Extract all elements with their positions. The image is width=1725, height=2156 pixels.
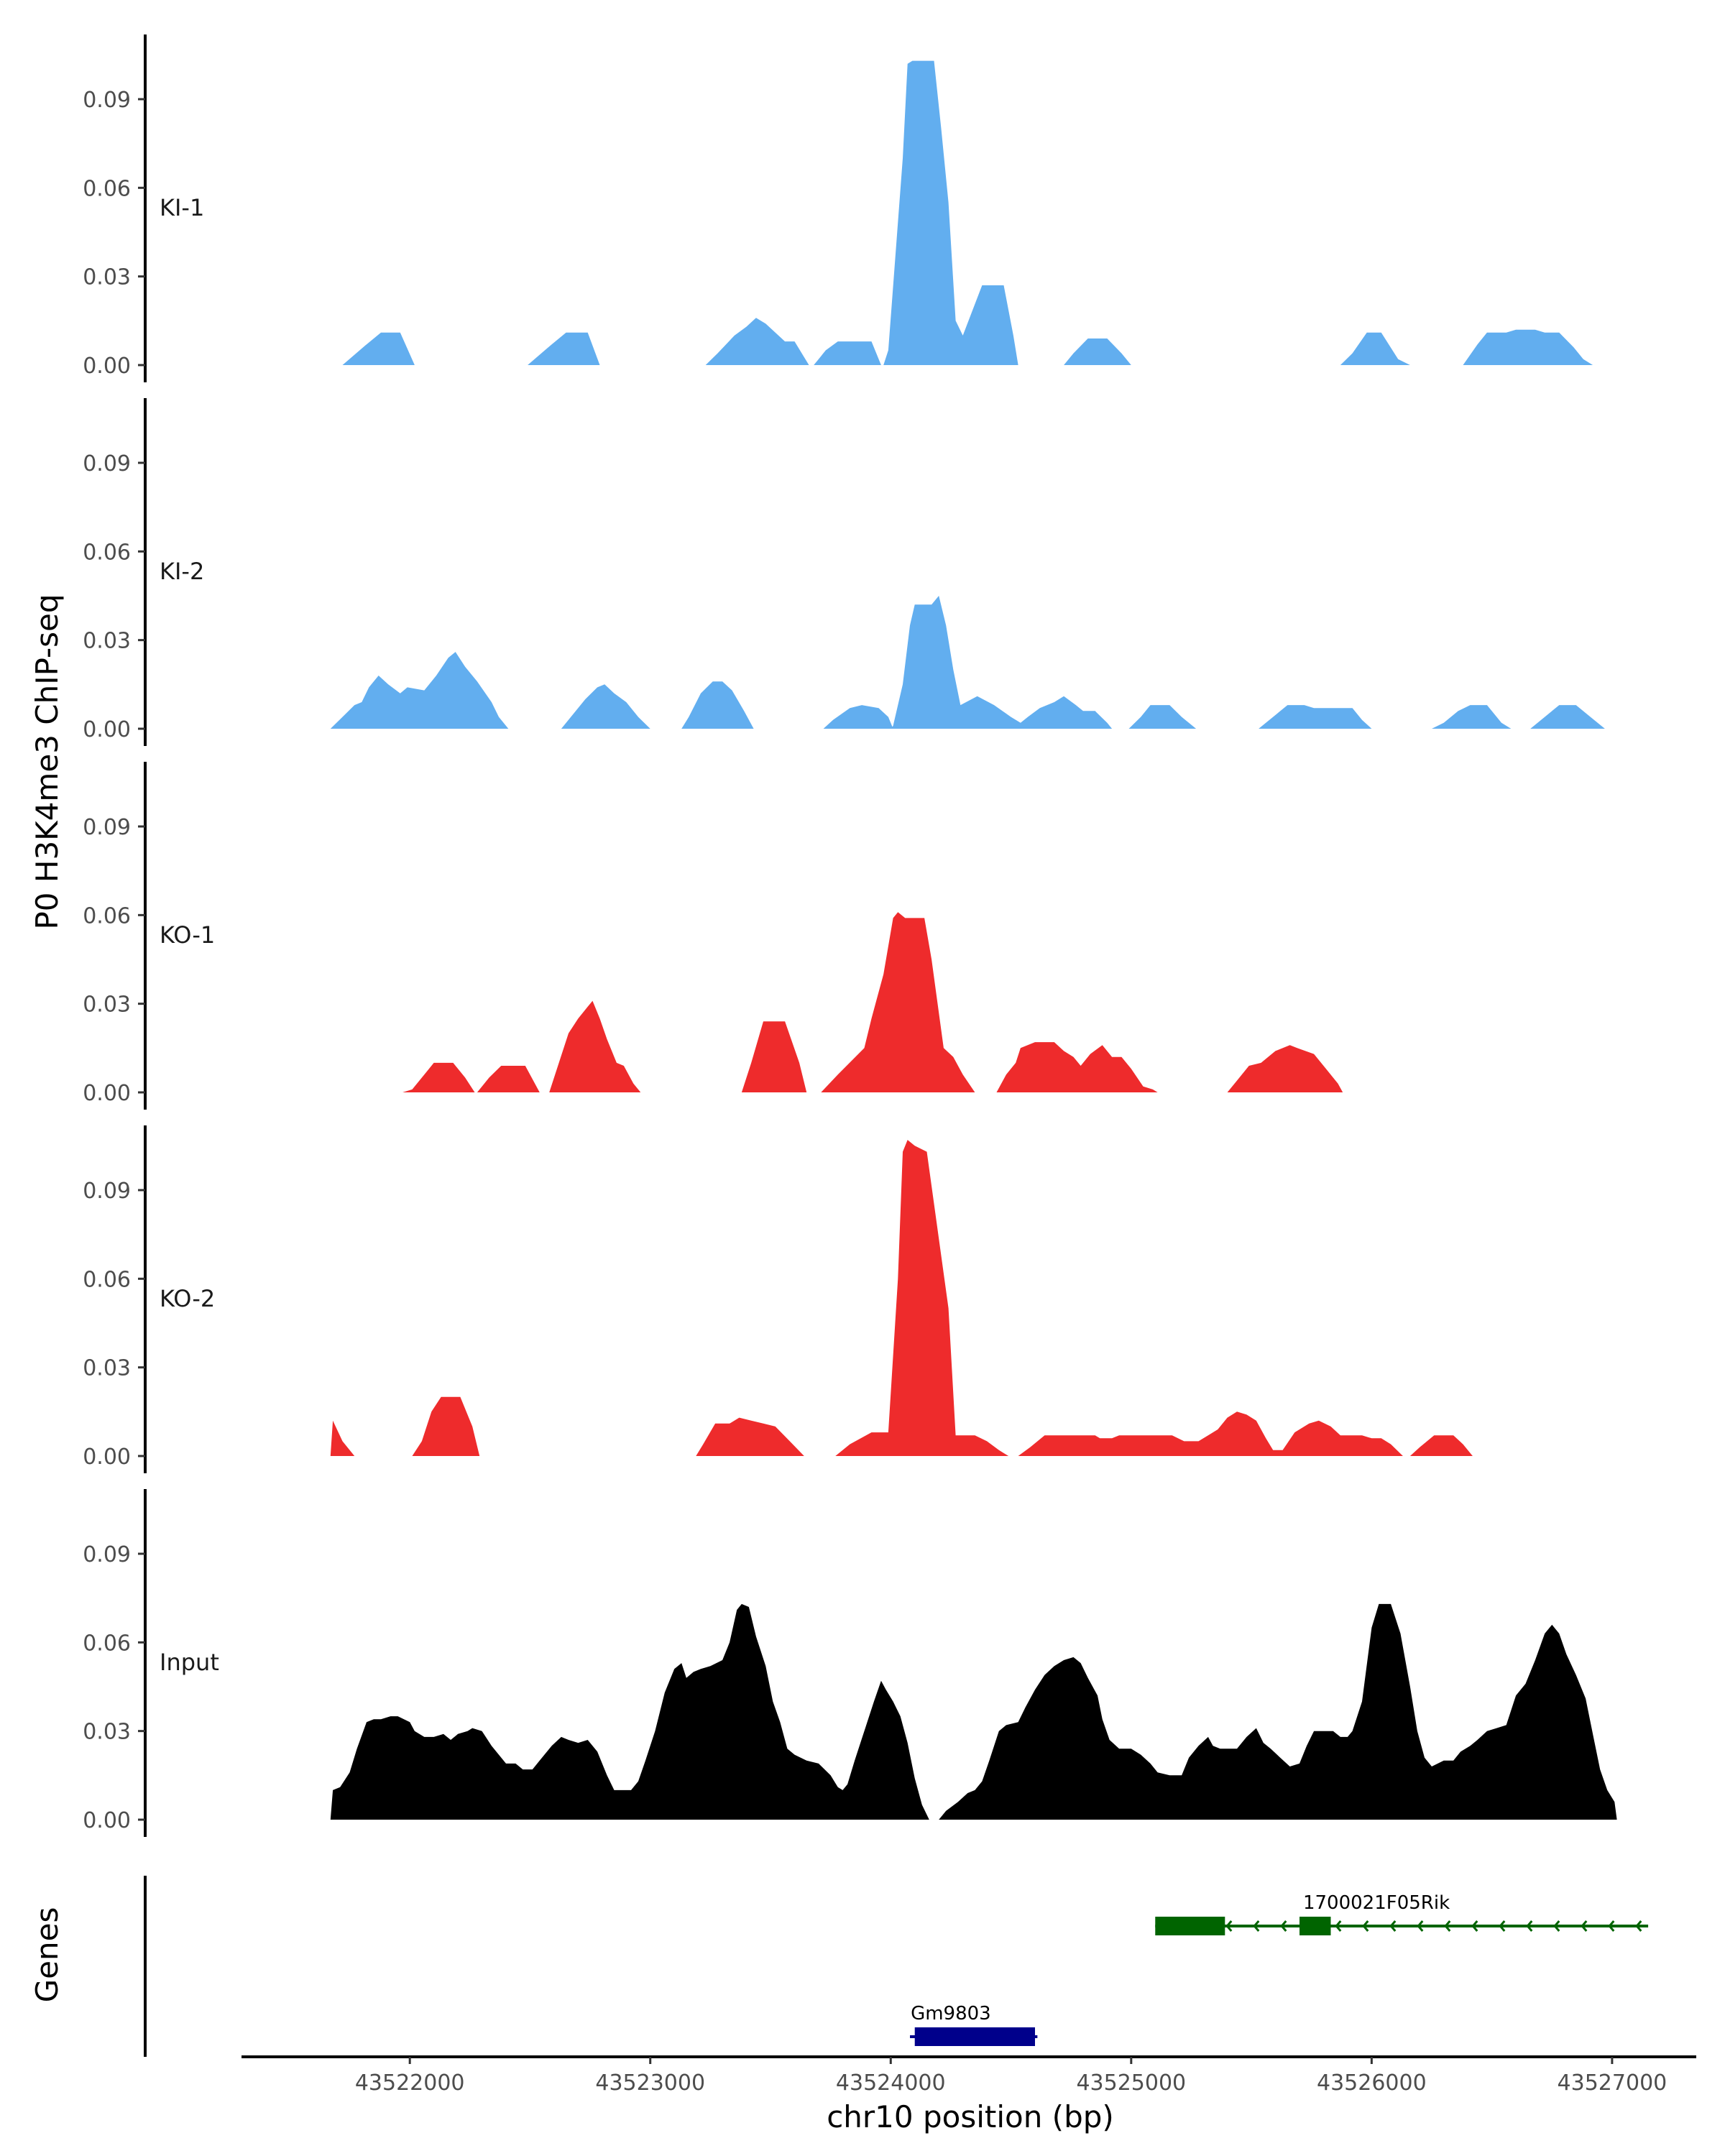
y-tick-label: 0.03 bbox=[83, 1720, 131, 1745]
coverage-area bbox=[891, 596, 1113, 729]
y-tick-label: 0.00 bbox=[83, 717, 131, 742]
coverage-area bbox=[1432, 705, 1512, 729]
strand-arrow bbox=[1581, 1920, 1588, 1932]
coverage-area bbox=[549, 1000, 641, 1092]
strand-arrow bbox=[1225, 1920, 1233, 1932]
track-label: Input bbox=[160, 1649, 219, 1676]
coverage-area bbox=[1064, 338, 1131, 365]
track-ki-2: 0.00 0.03 0.06 0.09 KI-2 bbox=[83, 398, 1605, 746]
coverage-area bbox=[1463, 329, 1593, 365]
strand-arrow bbox=[1417, 1920, 1424, 1932]
gene-label: Gm9803 bbox=[911, 2003, 991, 2024]
coverage-area bbox=[996, 1042, 1158, 1092]
coverage-area bbox=[939, 1603, 1617, 1820]
y-tick-label: 0.06 bbox=[83, 540, 131, 565]
gene-gm9803: Gm9803 bbox=[910, 2003, 1038, 2046]
strand-arrow bbox=[1526, 1920, 1533, 1932]
strand-arrow bbox=[1280, 1920, 1287, 1932]
x-tick-label: 43525000 bbox=[1076, 2070, 1186, 2096]
strand-arrow bbox=[1635, 1920, 1642, 1932]
coverage-area bbox=[821, 912, 978, 1092]
strand-arrow bbox=[1335, 1920, 1342, 1932]
track-label: KI-2 bbox=[160, 558, 204, 585]
x-tick-label: 43522000 bbox=[355, 2070, 465, 2096]
gene-1700021f05rik: 1700021F05Rik bbox=[1155, 1892, 1649, 1935]
coverage-area bbox=[835, 1140, 1009, 1456]
y-tick-label: 0.00 bbox=[83, 354, 131, 379]
x-axis-title: chr10 position (bp) bbox=[827, 2099, 1114, 2134]
y-tick-label: 0.00 bbox=[83, 1081, 131, 1106]
y-tick-label: 0.03 bbox=[83, 629, 131, 654]
strand-arrow bbox=[1362, 1920, 1369, 1932]
strand-arrow bbox=[1389, 1920, 1397, 1932]
y-tick-label: 0.09 bbox=[83, 815, 131, 840]
y-tick-label: 0.06 bbox=[83, 1267, 131, 1292]
track-input: 0.00 0.03 0.06 0.09 Input bbox=[83, 1489, 1617, 1837]
strand-arrow bbox=[1553, 1920, 1560, 1932]
coverage-area bbox=[823, 705, 893, 729]
track-label: KI-1 bbox=[160, 194, 204, 221]
coverage-area bbox=[528, 332, 600, 365]
genes-panel: 1700021F05Rik Gm9803 bbox=[144, 1876, 1649, 2057]
coverage-area bbox=[741, 1021, 807, 1092]
coverage-area bbox=[1340, 332, 1410, 365]
x-tick-label: 43524000 bbox=[836, 2070, 946, 2096]
y-tick-label: 0.03 bbox=[83, 992, 131, 1018]
coverage-area bbox=[402, 1062, 475, 1092]
y-tick-label: 0.06 bbox=[83, 176, 131, 201]
coverage-area bbox=[477, 1066, 540, 1092]
y-tick-label: 0.00 bbox=[83, 1445, 131, 1470]
coverage-area bbox=[883, 60, 1018, 365]
coverage-area bbox=[705, 318, 809, 365]
strand-arrow bbox=[1608, 1920, 1615, 1932]
track-label: KO-2 bbox=[160, 1285, 215, 1312]
x-axis: 43522000 43523000 43524000 43525000 43526000… bbox=[242, 2055, 1696, 2096]
coverage-area bbox=[330, 1603, 929, 1820]
x-tick-label: 43526000 bbox=[1317, 2070, 1427, 2096]
y-tick-label: 0.09 bbox=[83, 1542, 131, 1567]
track-ko-1: 0.00 0.03 0.06 0.09 KO-1 bbox=[83, 762, 1343, 1110]
gene-exon bbox=[1155, 1917, 1225, 1935]
coverage-area bbox=[1227, 1045, 1343, 1092]
y-tick-label: 0.09 bbox=[83, 451, 131, 476]
y-tick-label: 0.03 bbox=[83, 265, 131, 290]
track-ko-2: 0.00 0.03 0.06 0.09 KO-2 bbox=[83, 1125, 1473, 1473]
x-tick-label: 43523000 bbox=[595, 2070, 705, 2096]
coverage-area bbox=[1530, 705, 1605, 729]
y-tick-label: 0.06 bbox=[83, 903, 131, 929]
y-tick-label: 0.09 bbox=[83, 1179, 131, 1204]
track-ki-1: 0.00 0.03 0.06 0.09 KI-1 bbox=[83, 34, 1593, 382]
track-panels: 0.00 0.03 0.06 0.09 KI-1 0.00 0.03 0.06 0.09 KI-2… bbox=[83, 34, 1617, 1837]
strand-arrow bbox=[1253, 1920, 1260, 1932]
strand-arrow bbox=[1499, 1920, 1506, 1932]
strand-arrow bbox=[1444, 1920, 1451, 1932]
coverage-area bbox=[696, 1417, 804, 1456]
y-tick-label: 0.03 bbox=[83, 1356, 131, 1381]
coverage-area bbox=[1259, 705, 1372, 729]
strand-arrow bbox=[1471, 1920, 1478, 1932]
gene-label: 1700021F05Rik bbox=[1303, 1892, 1450, 1914]
coverage-area bbox=[1128, 705, 1197, 729]
track-label: KO-1 bbox=[160, 921, 215, 949]
coverage-area bbox=[342, 332, 415, 365]
coverage-area bbox=[681, 681, 754, 729]
y-tick-label: 0.06 bbox=[83, 1631, 131, 1656]
gene-exon bbox=[1300, 1917, 1331, 1935]
coverage-area bbox=[412, 1396, 480, 1456]
coverage-area bbox=[1409, 1435, 1473, 1456]
coverage-area bbox=[814, 341, 881, 365]
coverage-area bbox=[330, 1420, 355, 1456]
x-tick-label: 43527000 bbox=[1558, 2070, 1668, 2096]
coverage-area bbox=[561, 684, 650, 729]
gene-exon bbox=[914, 2027, 1035, 2046]
coverage-area bbox=[330, 652, 509, 729]
y-tick-label: 0.09 bbox=[83, 88, 131, 113]
y-tick-label: 0.00 bbox=[83, 1808, 131, 1833]
y-axis-title: P0 H3K4me3 ChIP-seq bbox=[29, 594, 65, 929]
coverage-area bbox=[1018, 1411, 1403, 1456]
genes-axis-title: Genes bbox=[29, 1907, 65, 2003]
